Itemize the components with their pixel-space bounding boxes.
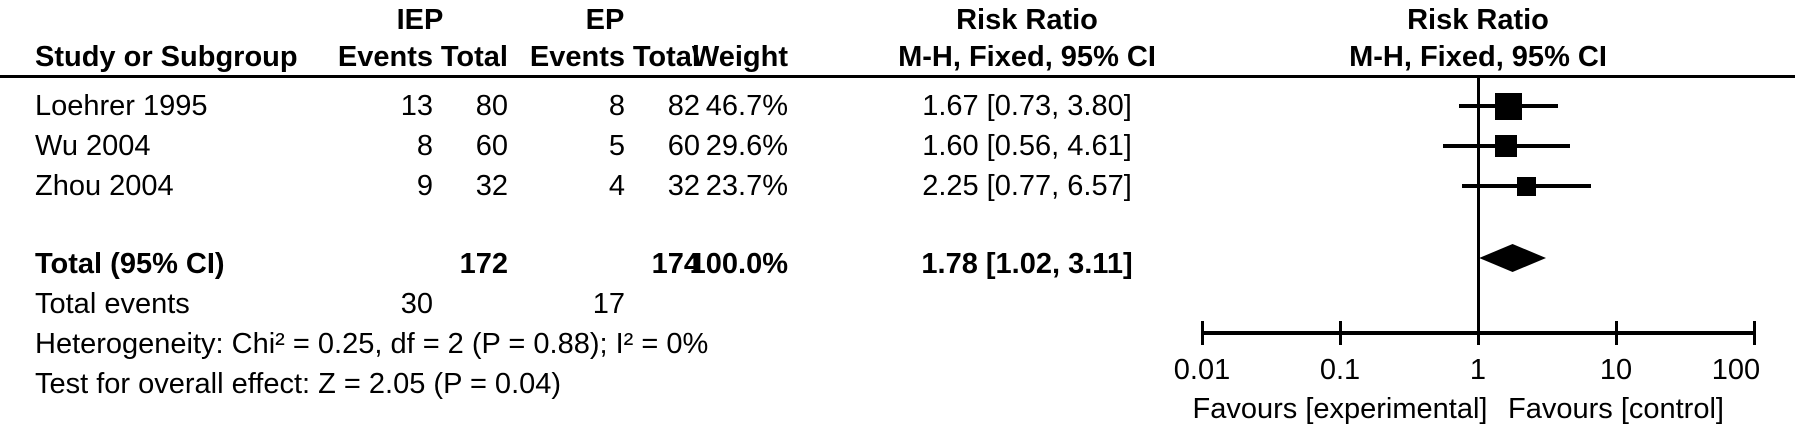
events-header-iep: Events bbox=[337, 41, 433, 73]
effect-square bbox=[1495, 93, 1522, 120]
x-axis-tick bbox=[1339, 321, 1342, 345]
group-header-iep: IEP bbox=[396, 4, 444, 36]
study-ci-text: 1.60 [0.56, 4.61] bbox=[922, 130, 1132, 162]
study-events-ep: 8 bbox=[608, 90, 625, 122]
study-total-ep: 32 bbox=[667, 170, 700, 202]
header-rule bbox=[0, 75, 1795, 78]
study-total-iep: 80 bbox=[475, 90, 508, 122]
total-row-ci-text: 1.78 [1.02, 3.11] bbox=[921, 248, 1133, 280]
plot-column-subheader: M-H, Fixed, 95% CI bbox=[1349, 41, 1607, 73]
pooled-effect-diamond bbox=[1479, 244, 1547, 272]
study-events-iep: 9 bbox=[416, 170, 433, 202]
x-axis-tick-label: 0.01 bbox=[1173, 354, 1231, 386]
study-weight: 23.7% bbox=[705, 170, 788, 202]
study-total-iep: 60 bbox=[475, 130, 508, 162]
study-name: Zhou 2004 bbox=[35, 170, 174, 202]
study-name: Wu 2004 bbox=[35, 130, 151, 162]
study-weight: 46.7% bbox=[705, 90, 788, 122]
effect-column-title: Risk Ratio bbox=[956, 4, 1098, 36]
x-axis-tick-label: 1 bbox=[1469, 354, 1487, 386]
total-row-label: Total (95% CI) bbox=[35, 248, 225, 280]
weight-column-header: Weight bbox=[691, 41, 788, 73]
x-axis-tick bbox=[1615, 321, 1618, 345]
x-axis-tick-label: 0.1 bbox=[1319, 354, 1361, 386]
x-axis-tick-label: 100 bbox=[1711, 354, 1761, 386]
effect-column-subheader: M-H, Fixed, 95% CI bbox=[898, 41, 1156, 73]
favours-right-label: Favours [control] bbox=[1508, 393, 1724, 425]
study-column-header: Study or Subgroup bbox=[35, 41, 298, 73]
study-ci-text: 2.25 [0.77, 6.57] bbox=[922, 170, 1132, 202]
overall-effect-text: Test for overall effect: Z = 2.05 (P = 0… bbox=[35, 368, 562, 400]
study-total-iep: 32 bbox=[475, 170, 508, 202]
x-axis-tick bbox=[1201, 321, 1204, 345]
effect-square bbox=[1495, 135, 1517, 157]
group-header-ep: EP bbox=[585, 4, 625, 36]
total-row-weight: 100.0% bbox=[689, 248, 788, 280]
null-effect-line bbox=[1477, 77, 1480, 344]
study-events-iep: 8 bbox=[416, 130, 433, 162]
study-events-ep: 5 bbox=[608, 130, 625, 162]
effect-square bbox=[1517, 177, 1536, 196]
total-header-iep: Total bbox=[440, 41, 508, 73]
heterogeneity-text: Heterogeneity: Chi² = 0.25, df = 2 (P = … bbox=[35, 328, 709, 360]
total-events-iep: 30 bbox=[400, 288, 433, 320]
study-events-ep: 4 bbox=[608, 170, 625, 202]
study-ci-text: 1.67 [0.73, 3.80] bbox=[922, 90, 1132, 122]
events-header-ep: Events bbox=[529, 41, 625, 73]
total-events-label: Total events bbox=[35, 288, 190, 320]
study-events-iep: 13 bbox=[400, 90, 433, 122]
total-row-total-ep: 174 bbox=[651, 248, 700, 280]
total-header-ep: Total bbox=[632, 41, 700, 73]
study-name: Loehrer 1995 bbox=[35, 90, 208, 122]
x-axis-tick bbox=[1753, 321, 1756, 345]
study-weight: 29.6% bbox=[705, 130, 788, 162]
study-total-ep: 82 bbox=[667, 90, 700, 122]
total-row-total-iep: 172 bbox=[459, 248, 508, 280]
x-axis-tick bbox=[1477, 321, 1480, 345]
study-total-ep: 60 bbox=[667, 130, 700, 162]
x-axis-tick-label: 10 bbox=[1599, 354, 1633, 386]
plot-column-title: Risk Ratio bbox=[1407, 4, 1549, 36]
favours-left-label: Favours [experimental] bbox=[1192, 393, 1488, 425]
total-events-ep: 17 bbox=[592, 288, 625, 320]
